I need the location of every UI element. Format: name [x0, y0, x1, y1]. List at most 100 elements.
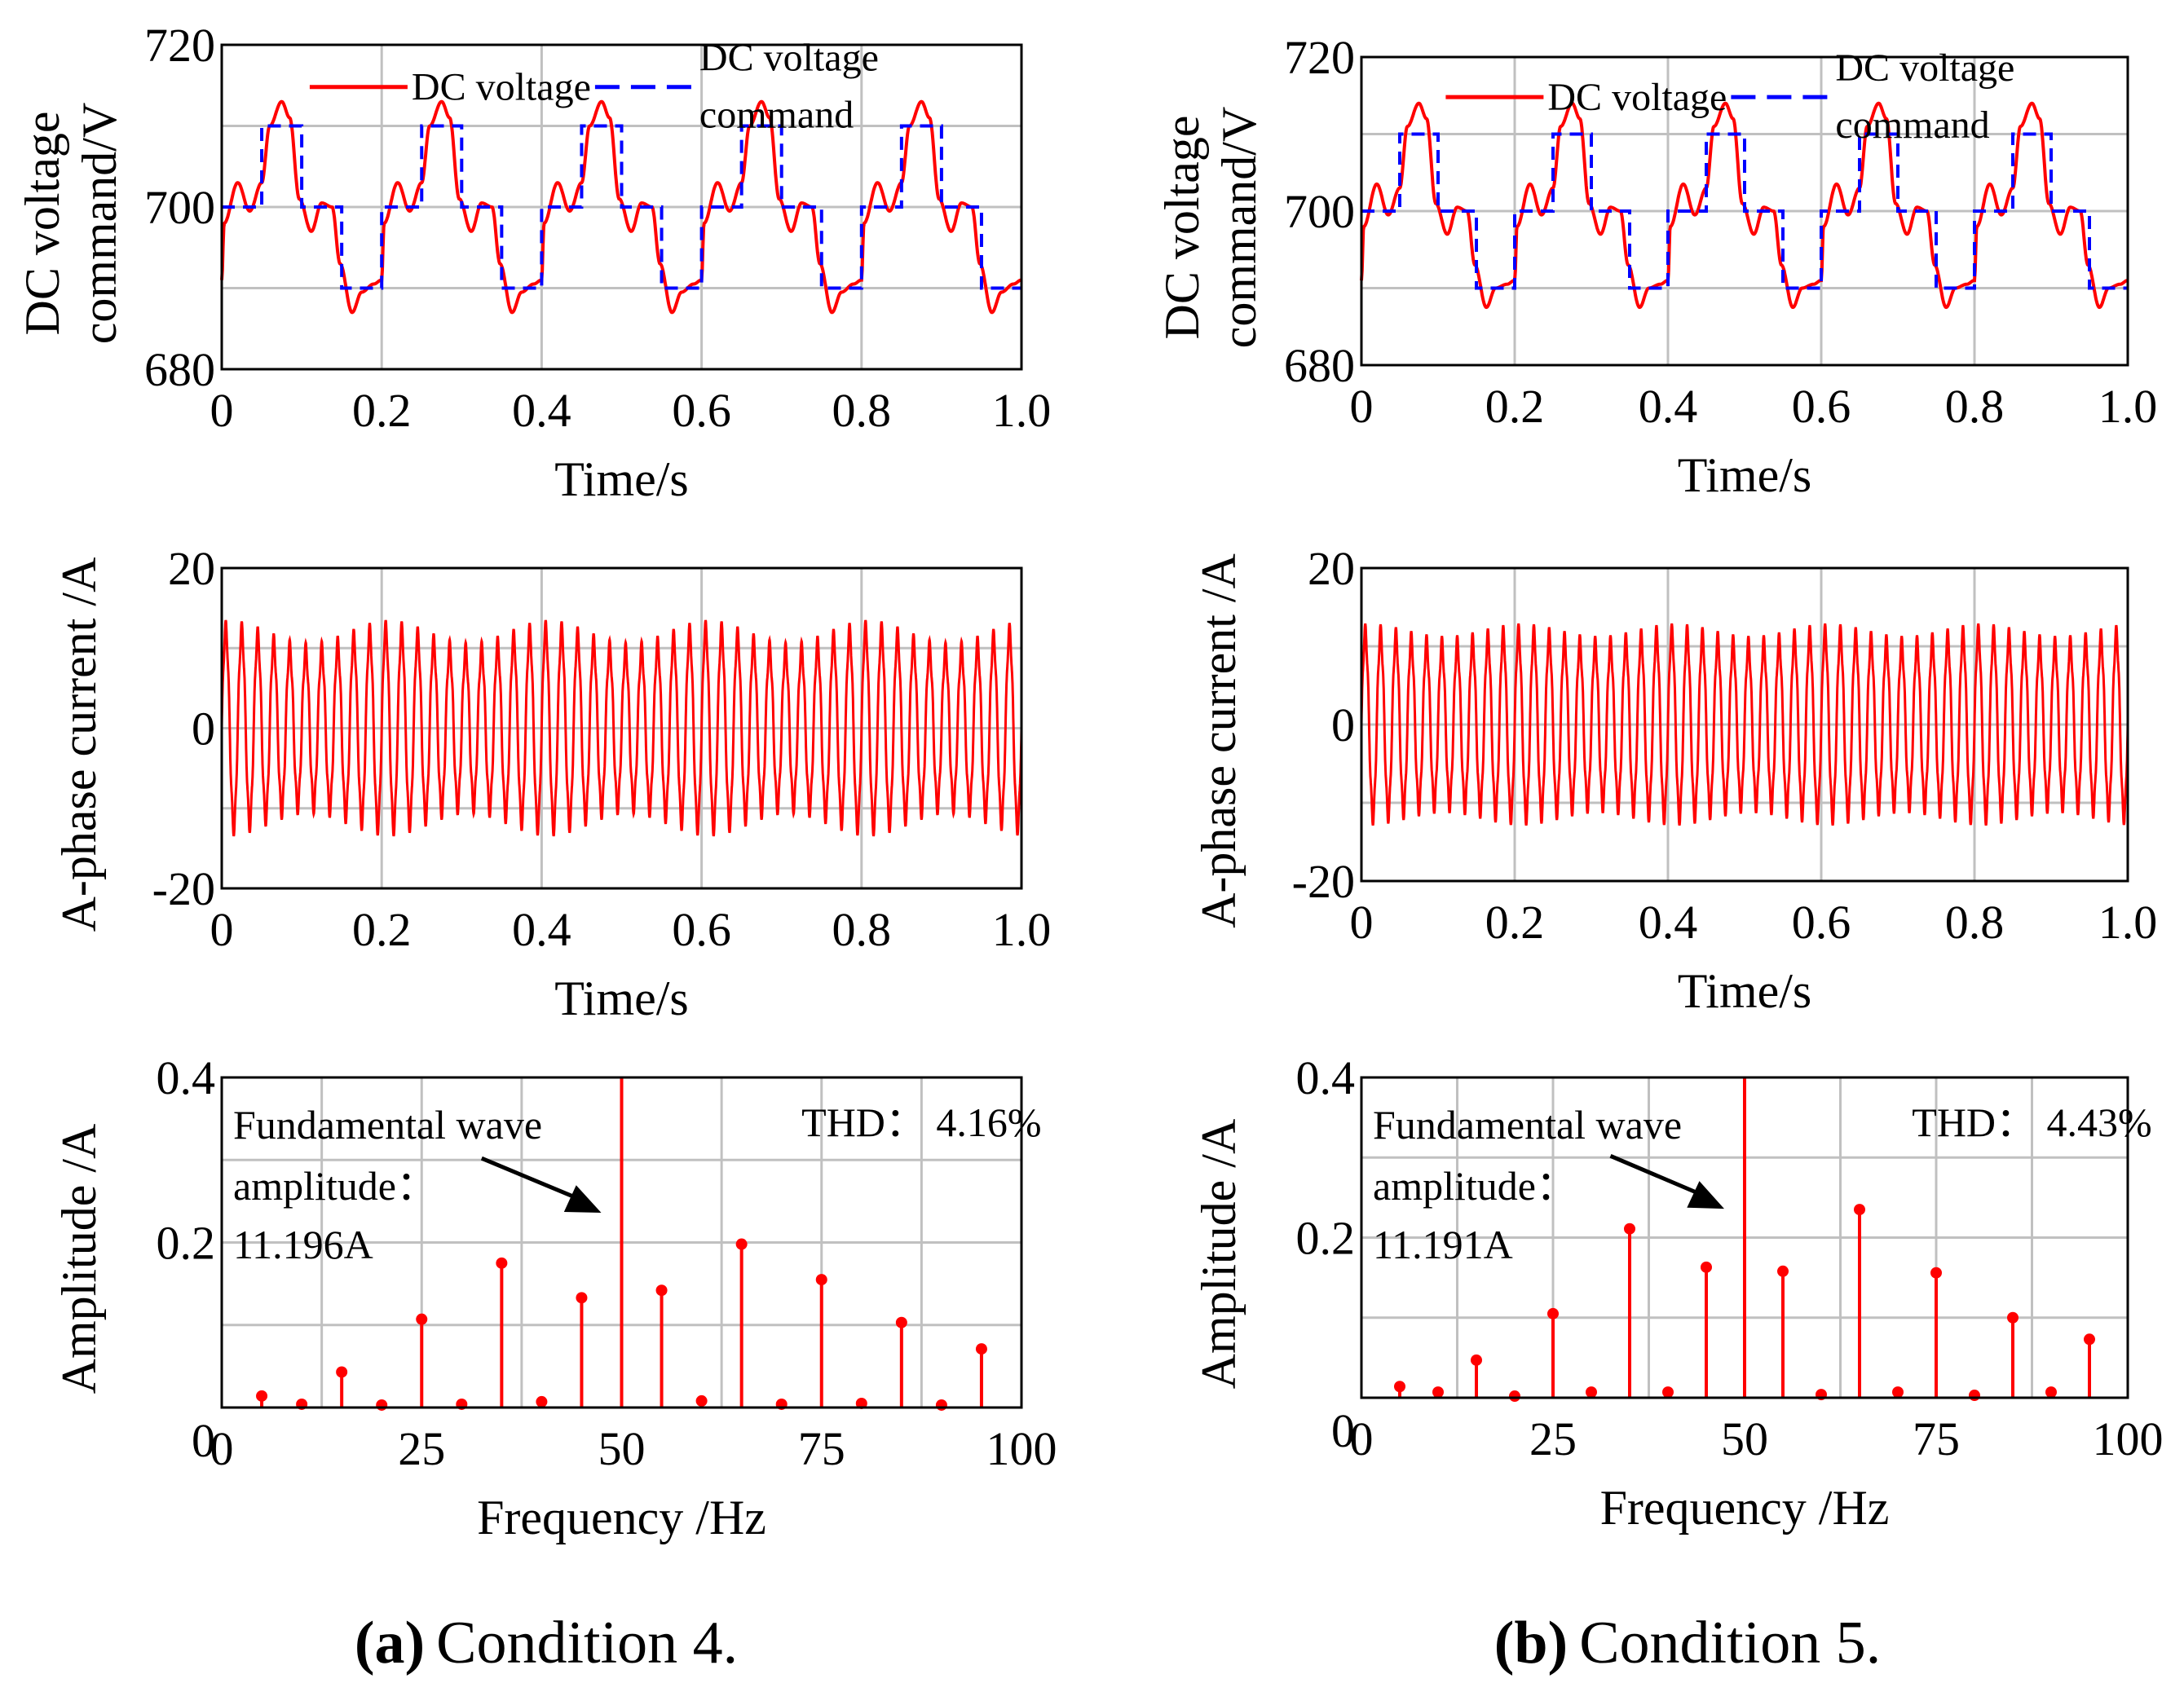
plot-frame [1360, 55, 2129, 367]
ytick-label-2: 720 [144, 19, 215, 72]
xtick-label-2: 0.4 [512, 903, 571, 956]
annotation-line-2: amplitude： [1373, 1163, 1577, 1209]
plot-frame [220, 1076, 1023, 1409]
xaxis-label: Time/s [554, 452, 689, 506]
xtick-label-3: 0.6 [672, 903, 731, 956]
xtick-label-1: 0.2 [1485, 896, 1545, 949]
xtick-label-2: 50 [598, 1422, 646, 1475]
xtick-label-4: 0.8 [1945, 896, 2005, 949]
xtick-label-0: 0 [1350, 896, 1374, 949]
ytick-label-2: 0.4 [157, 1051, 216, 1104]
annotation-line-3: 11.191A [1373, 1222, 1513, 1267]
harmonic-marker-5 [256, 1390, 268, 1402]
annotation-arrow-head [1687, 1181, 1724, 1209]
xaxis-label: Frequency /Hz [477, 1491, 766, 1544]
annotation-line-1: Fundamental wave [1373, 1102, 1682, 1148]
xtick-label-3: 0.6 [1792, 896, 1851, 949]
ytick-label-1: 700 [144, 181, 215, 234]
plot-area [1394, 1077, 2095, 1403]
ytick-label-0: 680 [1284, 339, 1355, 392]
harmonic-marker-75 [1930, 1267, 1942, 1279]
xtick-label-0: 0 [1350, 380, 1374, 433]
xtick-label-3: 75 [1913, 1412, 1960, 1465]
harmonic-marker-20 [1509, 1390, 1520, 1403]
xtick-label-1: 25 [1529, 1412, 1577, 1465]
annotation-line-3: 11.196A [233, 1222, 373, 1267]
legend-voltage-label: DC voltage [1547, 76, 1727, 119]
harmonic-marker-70 [1892, 1386, 1904, 1399]
ytick-label-2: 720 [1284, 31, 1355, 84]
harmonic-marker-80 [1969, 1390, 1980, 1402]
yaxis-label-2: command/V [1212, 107, 1266, 349]
harmonic-marker-65 [1854, 1204, 1865, 1216]
harmonic-marker-95 [975, 1343, 987, 1355]
xtick-label-4: 0.8 [832, 903, 892, 956]
xtick-label-1: 0.2 [1485, 380, 1545, 433]
plot-area [1360, 623, 2129, 826]
xaxis-label: Time/s [1678, 964, 1812, 1018]
ytick-label-0: 0 [192, 1414, 215, 1467]
xtick-label-0: 0 [210, 903, 234, 956]
plot-area [220, 619, 1023, 837]
xtick-label-2: 0.4 [1639, 380, 1698, 433]
annotation-arrow-head [563, 1185, 602, 1214]
plot-frame [220, 566, 1023, 890]
xtick-label-4: 0.8 [832, 384, 892, 437]
plot-frame [1360, 566, 2129, 883]
plot-area [1360, 101, 2128, 310]
legend-command-label-1: DC voltage [1835, 46, 2014, 90]
ytick-label-0: -20 [1292, 855, 1355, 908]
harmonic-marker-90 [935, 1399, 947, 1411]
xtick-label-4: 0.8 [1945, 380, 2005, 433]
yaxis-label: Amplitude /A [52, 1124, 106, 1394]
xtick-label-3: 0.6 [1792, 380, 1851, 433]
chart-b-spectrum: Fundamental wave amplitude： 11.191A THD： 4.… [1192, 1051, 2164, 1535]
ytick-label-1: 700 [1284, 185, 1355, 238]
harmonic-marker-55 [655, 1284, 668, 1297]
yaxis-label-1: DC voltage [15, 112, 69, 336]
yaxis-label: A-phase current /A [52, 557, 106, 932]
ytick-label-1: 0.2 [157, 1217, 216, 1270]
harmonic-marker-35 [1624, 1223, 1635, 1235]
xtick-label-1: 0.2 [352, 903, 412, 956]
chart-a-spectrum: Fundamental wave amplitude： 11.196A THD： 4.… [52, 1051, 1057, 1544]
series-command [222, 124, 1021, 290]
caption-b-text: Condition 5. [1579, 1610, 1881, 1676]
harmonic-marker-55 [1777, 1265, 1789, 1277]
series-voltage [220, 99, 1021, 315]
xtick-label-5: 1.0 [2098, 896, 2158, 949]
yaxis-label-2: command/V [73, 103, 126, 345]
caption-a-letter: (a) [355, 1610, 425, 1676]
xtick-label-3: 75 [798, 1422, 845, 1475]
harmonic-marker-35 [496, 1257, 508, 1269]
plot-area [220, 99, 1021, 315]
xtick-label-0: 0 [210, 384, 234, 437]
caption-a: (a) Condition 4. [355, 1610, 738, 1676]
xtick-label-1: 25 [398, 1422, 445, 1475]
xtick-label-0: 0 [210, 1422, 234, 1475]
ytick-label-1: 0 [192, 703, 215, 756]
harmonic-marker-65 [735, 1238, 748, 1250]
caption-a-text: Condition 4. [436, 1610, 738, 1676]
legend-voltage-label: DC voltage [412, 66, 591, 109]
xaxis-label: Frequency /Hz [1600, 1481, 1890, 1535]
harmonic-marker-85 [2007, 1311, 2019, 1324]
harmonic-marker-60 [695, 1394, 708, 1407]
harmonic-marker-75 [815, 1274, 827, 1286]
harmonic-marker-40 [536, 1395, 548, 1408]
xaxis-label: Time/s [554, 971, 689, 1025]
ytick-label-0: 680 [144, 343, 215, 396]
harmonic-marker-45 [1701, 1261, 1712, 1273]
harmonic-marker-25 [1547, 1307, 1559, 1320]
yaxis-label: A-phase current /A [1192, 553, 1246, 928]
plot-frame [220, 43, 1023, 371]
xtick-label-5: 1.0 [992, 384, 1052, 437]
annotation-arrow-shaft [1609, 1153, 1709, 1200]
harmonic-marker-15 [336, 1366, 348, 1378]
ytick-label-2: 0.4 [1296, 1051, 1356, 1104]
charts-layer: DC voltage DC voltage command 0 0.2 0.4 0.6 0.8… [15, 19, 2164, 1544]
harmonic-marker-25 [416, 1313, 428, 1325]
